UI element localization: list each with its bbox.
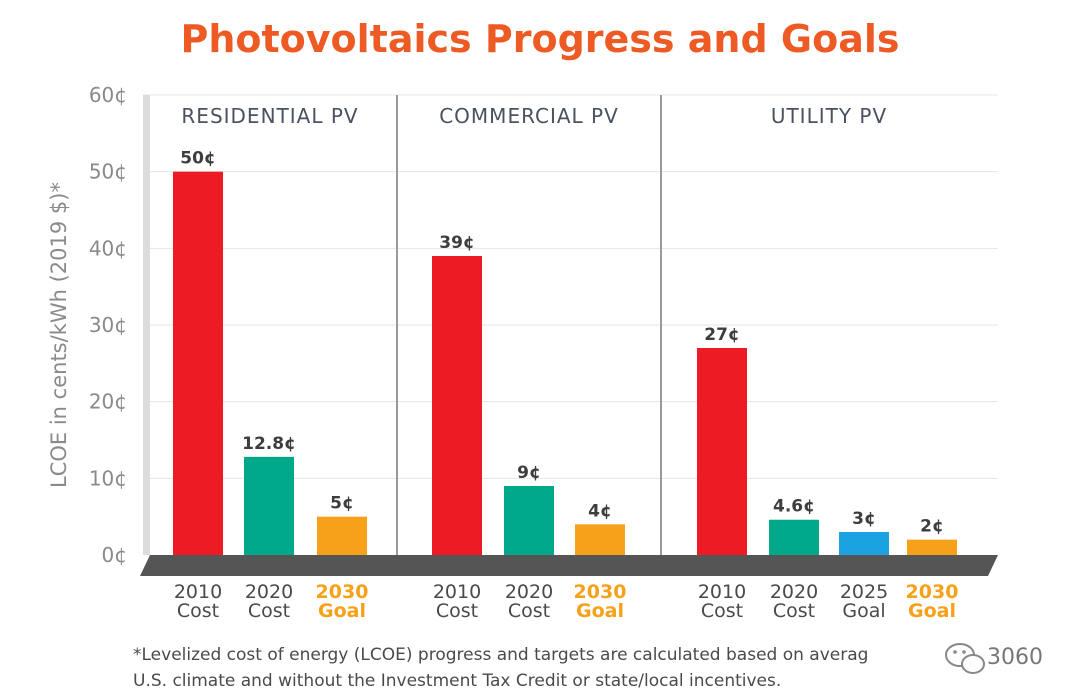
bar-value-label: 4.6¢ <box>773 497 815 517</box>
bar-value-label: 5¢ <box>330 494 354 514</box>
y-tick-label: 20¢ <box>89 390 127 414</box>
wechat-icon <box>945 643 985 674</box>
y-tick-label: 50¢ <box>89 160 127 184</box>
category-labels: 2010Cost2020Cost2030Goal2010Cost2020Cost… <box>174 581 959 622</box>
category-type-label: Cost <box>773 600 815 622</box>
baseline-platform <box>140 555 998 576</box>
bar <box>504 486 554 555</box>
y-tick-label: 10¢ <box>89 466 127 490</box>
category-type-label: Cost <box>177 600 219 622</box>
watermark: 3060 <box>945 643 1043 674</box>
category-type-label: Goal <box>908 600 956 622</box>
bar-value-label: 39¢ <box>439 233 475 253</box>
y-tick-label: 60¢ <box>89 83 127 107</box>
y-tick-label: 40¢ <box>89 236 127 260</box>
footnote-line-2: U.S. climate and without the Investment … <box>133 671 781 691</box>
bar-value-label: 12.8¢ <box>242 434 296 454</box>
chart-title: Photovoltaics Progress and Goals <box>181 17 900 61</box>
category-type-label: Cost <box>508 600 550 622</box>
category-type-label: Goal <box>576 600 624 622</box>
watermark-text: 3060 <box>987 645 1043 670</box>
category-type-label: Goal <box>842 600 885 622</box>
panel-title: RESIDENTIAL PV <box>181 104 358 128</box>
gridlines <box>143 94 998 479</box>
bar <box>697 348 747 555</box>
panel-title: COMMERCIAL PV <box>439 104 619 128</box>
bar <box>432 256 482 555</box>
bars: 50¢ 12.8¢ 5¢ 39¢ 9¢ 4¢ 27¢ 4.6¢ 3¢ 2¢ <box>173 149 957 555</box>
bar-value-label: 2¢ <box>920 517 944 537</box>
category-year-label: 2010 <box>433 581 481 603</box>
bar <box>575 524 625 555</box>
category-year-label: 2030 <box>574 581 627 603</box>
y-tick-label: 0¢ <box>102 543 127 567</box>
bar-value-label: 50¢ <box>180 149 216 169</box>
bar <box>769 519 819 555</box>
category-year-label: 2010 <box>174 581 222 603</box>
category-type-label: Cost <box>248 600 290 622</box>
y-tick-label: 30¢ <box>89 313 127 337</box>
category-year-label: 2020 <box>505 581 553 603</box>
bar-value-label: 3¢ <box>852 509 876 529</box>
category-year-label: 2010 <box>698 581 746 603</box>
panel-titles: RESIDENTIAL PV COMMERCIAL PV UTILITY PV <box>181 104 887 128</box>
y-axis-label: LCOE in cents/kWh (2019 $)* <box>47 182 71 488</box>
bar <box>244 456 294 555</box>
category-year-label: 2020 <box>245 581 293 603</box>
panel-backgrounds <box>143 95 662 555</box>
footnote-line-1: *Levelized cost of energy (LCOE) progres… <box>133 645 868 665</box>
bar <box>839 532 889 555</box>
bar <box>907 539 957 555</box>
category-type-label: Cost <box>436 600 478 622</box>
category-type-label: Cost <box>701 600 743 622</box>
category-year-label: 2025 <box>840 581 888 603</box>
baseline-platform-top <box>140 555 998 576</box>
bar <box>317 516 367 555</box>
category-year-label: 2030 <box>316 581 369 603</box>
category-type-label: Goal <box>318 600 366 622</box>
left-axis-bar <box>143 95 150 555</box>
category-year-label: 2030 <box>906 581 959 603</box>
category-year-label: 2020 <box>770 581 818 603</box>
bar-value-label: 27¢ <box>704 325 740 345</box>
bar-value-label: 4¢ <box>588 501 612 521</box>
bar-value-label: 9¢ <box>517 463 541 483</box>
y-tick-labels: 0¢ 10¢ 20¢ 30¢ 40¢ 50¢ 60¢ <box>89 83 127 567</box>
panel-title: UTILITY PV <box>771 104 887 128</box>
bar <box>173 171 223 555</box>
